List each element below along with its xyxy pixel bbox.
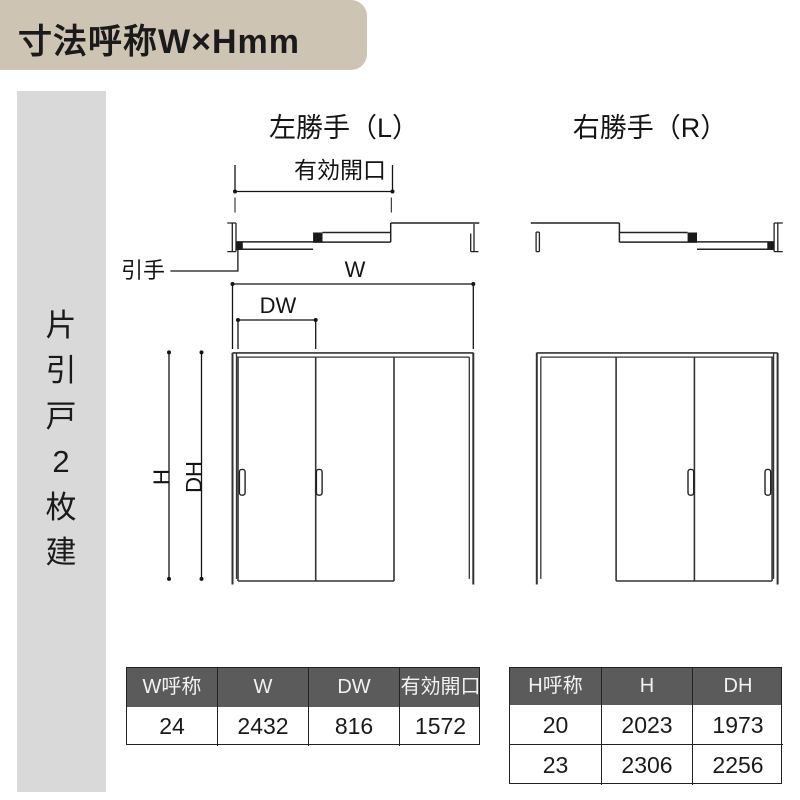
- svg-text:DW: DW: [260, 293, 297, 318]
- svg-text:DH: DH: [182, 461, 207, 493]
- svg-text:有効開口: 有効開口: [294, 157, 386, 183]
- svg-text:引手: 引手: [121, 258, 165, 283]
- svg-text:H: H: [149, 469, 174, 485]
- svg-text:W: W: [345, 257, 366, 282]
